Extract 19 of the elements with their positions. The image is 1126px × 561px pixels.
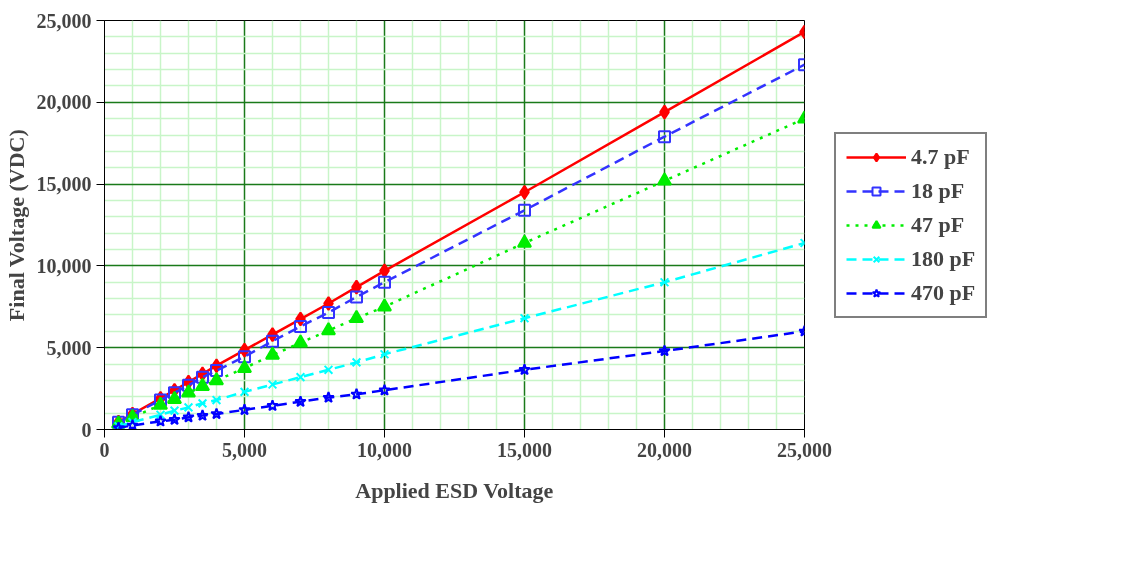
y-tick-label: 15,000	[36, 173, 92, 196]
x-tick-label: 10,000	[357, 438, 412, 461]
x-tick-label: 0	[99, 438, 110, 461]
legend-label: 4.7 pF	[911, 143, 970, 170]
y-tick-label: 10,000	[36, 254, 92, 277]
y-tick-label: 5,000	[46, 336, 92, 359]
legend-label: 470 pF	[911, 279, 976, 306]
legend-label: 47 pF	[911, 211, 965, 238]
x-axis-title: Applied ESD Voltage	[355, 477, 554, 503]
x-tick-label: 20,000	[637, 438, 692, 461]
x-tick-label: 15,000	[497, 438, 552, 461]
legend-label: 180 pF	[911, 245, 976, 272]
y-tick-label: 20,000	[36, 91, 92, 114]
y-axis-title: Final Voltage (VDC)	[3, 129, 29, 322]
legend-label: 18 pF	[911, 177, 965, 204]
x-tick-label: 25,000	[777, 438, 832, 461]
y-tick-label: 0	[81, 418, 92, 441]
y-tick-label: 25,000	[36, 9, 92, 32]
x-tick-label: 5,000	[222, 438, 267, 461]
